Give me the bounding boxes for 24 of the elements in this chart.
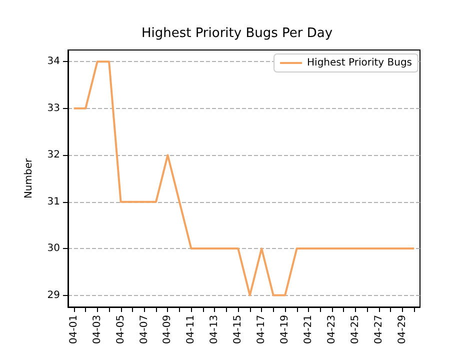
y-tick-label: 32	[47, 150, 60, 161]
x-tick-label: 04-11	[186, 314, 197, 344]
y-tick-label: 33	[47, 102, 60, 114]
x-tick-label: 04-09	[162, 314, 174, 344]
y-tick-label: 30	[47, 243, 60, 254]
x-tick-label: 04-29	[396, 314, 408, 344]
x-tick-label: 04-21	[303, 314, 314, 344]
x-tick-label: 04-25	[350, 314, 361, 344]
y-axis-title: Number	[24, 158, 34, 199]
x-tick-label: 04-19	[280, 314, 291, 344]
x-tick-label: 04-23	[326, 314, 338, 344]
y-tick-label: 29	[47, 290, 60, 301]
y-tick-label: 31	[47, 196, 60, 208]
x-tick-label: 04-13	[209, 314, 220, 344]
chart-title: Highest Priority Bugs Per Day	[141, 26, 333, 41]
x-tick-label: 04-27	[373, 314, 384, 344]
x-tick-label: 04-03	[92, 314, 103, 344]
x-tick-label: 04-01	[68, 314, 80, 344]
x-tick-label: 04-17	[256, 314, 268, 344]
legend-label: Highest Priority Bugs	[307, 58, 412, 68]
x-tick-label: 04-05	[115, 314, 126, 344]
x-tick-label: 04-15	[232, 314, 244, 344]
y-tick-label: 34	[47, 56, 60, 68]
x-tick-label: 04-07	[138, 314, 150, 344]
